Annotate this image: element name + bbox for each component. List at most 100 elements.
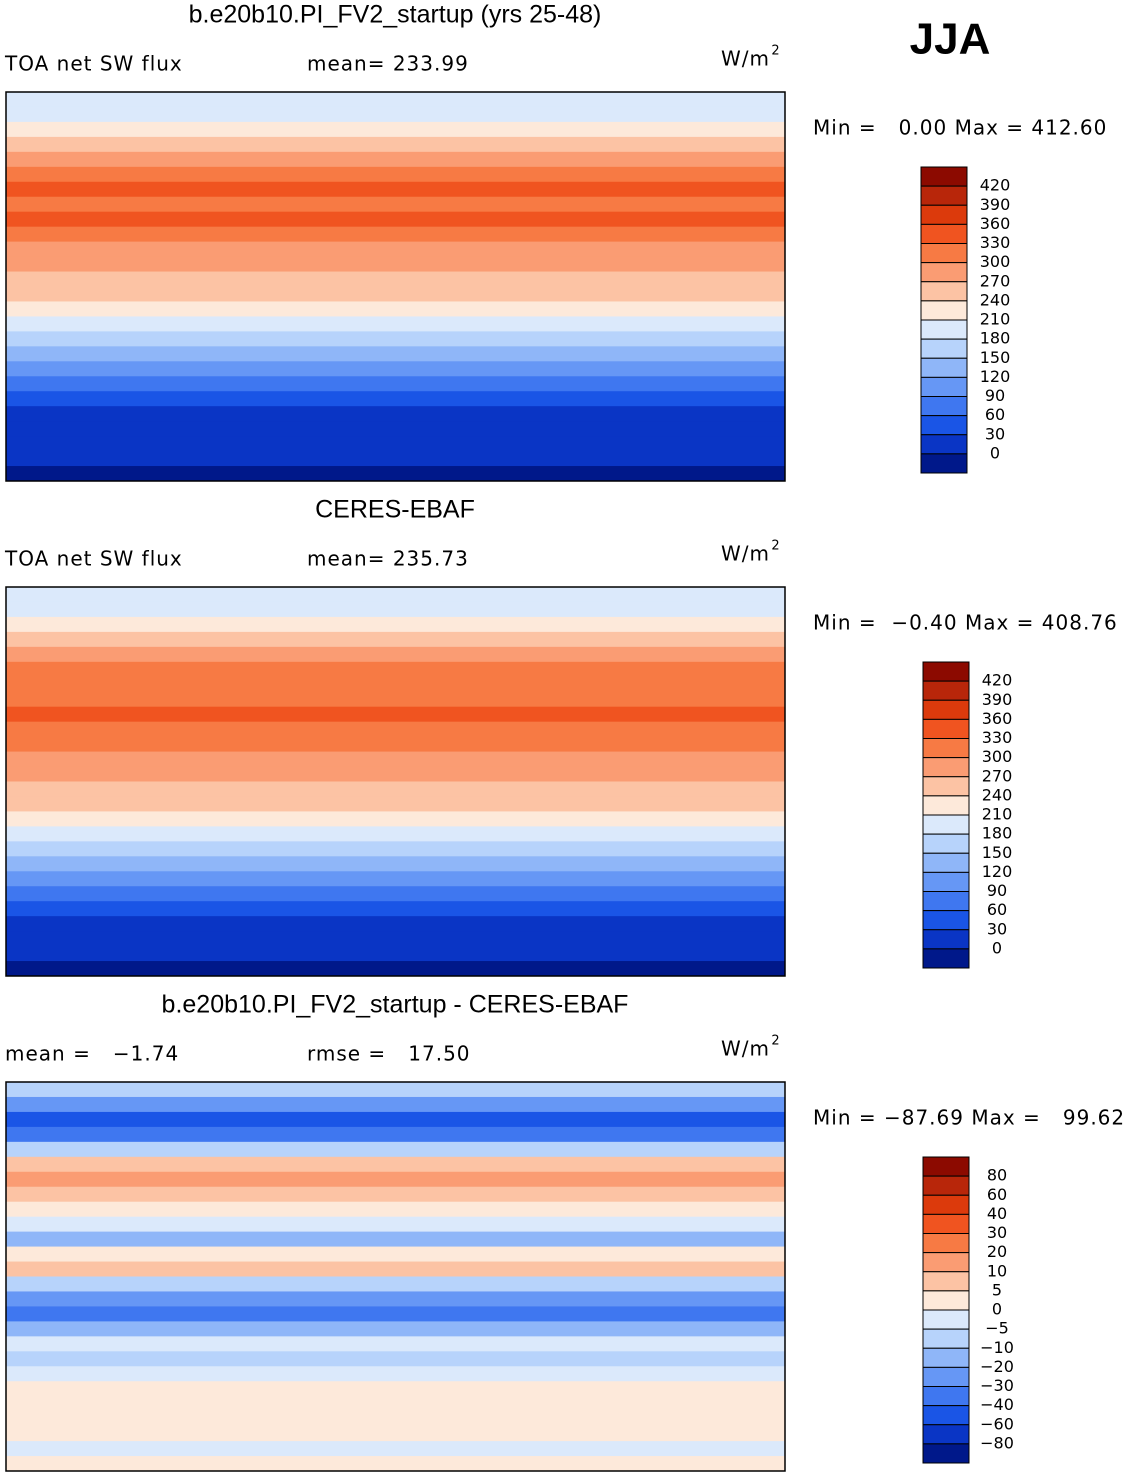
colorbar-box — [920, 300, 968, 321]
map-band — [6, 226, 785, 243]
map-band — [6, 1366, 785, 1382]
map — [5, 91, 786, 482]
map-band — [6, 1171, 785, 1188]
map-band — [6, 811, 785, 827]
colorbar-box — [920, 396, 968, 417]
map-band — [6, 616, 785, 633]
map-band — [6, 587, 785, 603]
map-band — [6, 646, 785, 663]
colorbar-box — [922, 948, 970, 969]
map-band — [6, 256, 785, 273]
colorbar-box — [922, 757, 970, 778]
map — [5, 1081, 786, 1472]
colorbar-box — [920, 223, 968, 244]
colorbar-label: 330 — [982, 728, 1013, 747]
colorbar-box — [920, 434, 968, 455]
map-band — [6, 211, 785, 228]
map-band — [6, 286, 785, 302]
colorbar-label: 150 — [980, 348, 1011, 367]
map-band — [6, 1201, 785, 1218]
colorbar-label: −80 — [980, 1433, 1014, 1452]
map-band — [6, 451, 785, 467]
map-band — [6, 1336, 785, 1352]
colorbar-box — [920, 243, 968, 264]
colorbar-box — [922, 1386, 970, 1407]
map-band — [6, 766, 785, 782]
colorbar-label: 300 — [982, 747, 1013, 766]
colorbar-box — [920, 453, 968, 474]
center-label: mean= 233.99 — [307, 52, 469, 76]
map-frame — [5, 586, 786, 977]
colorbar-label: 240 — [982, 785, 1013, 804]
units: W/m — [721, 1037, 770, 1061]
map-band — [6, 751, 785, 768]
map-frame — [5, 91, 786, 482]
map-band — [6, 316, 785, 332]
colorbar-box — [922, 891, 970, 912]
map-band — [6, 196, 785, 213]
map-band — [6, 1411, 785, 1427]
map-band — [6, 1441, 785, 1457]
colorbar-box — [920, 281, 968, 302]
panel-title: b.e20b10.PI_FV2_startup - CERES-EBAF — [162, 991, 629, 1019]
colorbar-box — [922, 1366, 970, 1387]
colorbar-box — [922, 1252, 970, 1273]
colorbar-box — [920, 166, 968, 187]
colorbar-label: 30 — [985, 424, 1005, 443]
map-band — [6, 916, 785, 932]
map-band — [6, 931, 785, 947]
map-band — [6, 421, 785, 437]
map-band — [6, 1351, 785, 1367]
map-band — [6, 166, 785, 183]
map-band — [6, 1096, 785, 1113]
colorbar-box — [920, 357, 968, 378]
map-band — [6, 721, 785, 738]
map-band — [6, 181, 785, 198]
colorbar-box — [922, 738, 970, 759]
colorbar-box — [920, 204, 968, 225]
colorbar-box — [922, 814, 970, 835]
colorbar-box — [920, 185, 968, 206]
center-label: mean= 235.73 — [307, 547, 469, 571]
left-label: mean = −1.74 — [5, 1042, 179, 1066]
colorbar-label: 30 — [987, 1223, 1007, 1242]
map-band — [6, 796, 785, 812]
colorbar-label: 5 — [992, 1280, 1002, 1299]
colorbar-label: 90 — [987, 881, 1007, 900]
colorbar-label: 90 — [985, 386, 1005, 405]
map-band — [6, 106, 785, 123]
colorbar-box — [922, 776, 970, 797]
colorbar-box — [920, 338, 968, 359]
map-band — [6, 1426, 785, 1442]
colorbar-label: 20 — [987, 1242, 1007, 1261]
min-max: Min = −0.40 Max = 408.76 — [813, 611, 1118, 635]
map-band — [6, 121, 785, 138]
colorbar-box — [922, 718, 970, 739]
colorbar-box — [922, 1156, 970, 1177]
colorbar-label: −5 — [985, 1319, 1009, 1338]
units-exponent: 2 — [771, 539, 780, 554]
colorbar-label: 390 — [980, 195, 1011, 214]
map-band — [6, 1246, 785, 1263]
map-band — [6, 1111, 785, 1128]
center-label: rmse = 17.50 — [307, 1042, 471, 1066]
season-label: JJA — [910, 15, 991, 64]
map-band — [6, 1186, 785, 1203]
colorbar-box — [922, 1443, 970, 1464]
map-band — [6, 706, 785, 723]
colorbar-box — [922, 1271, 970, 1292]
map-band — [6, 1126, 785, 1143]
map-band — [6, 1396, 785, 1412]
colorbar-label: 390 — [982, 690, 1013, 709]
colorbar-label: 0 — [992, 1300, 1002, 1319]
map-band — [6, 436, 785, 452]
colorbar-label: 150 — [982, 843, 1013, 862]
colorbar-box — [922, 1233, 970, 1254]
colorbar-label: 40 — [987, 1204, 1007, 1223]
map-band — [6, 346, 785, 362]
map-band — [6, 391, 785, 407]
colorbar-label: 60 — [987, 900, 1007, 919]
map-band — [6, 826, 785, 842]
map-band — [6, 901, 785, 917]
